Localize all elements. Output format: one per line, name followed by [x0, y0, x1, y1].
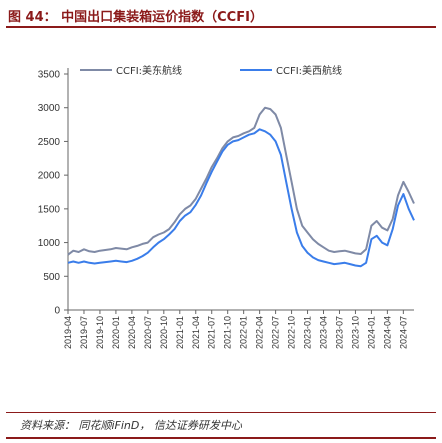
y-tick-label: 2000: [38, 171, 61, 182]
figure-source: 资料来源： 同花顺iFinD， 信达证券研发中心: [20, 419, 242, 432]
x-tick-label: 2022-07: [271, 316, 281, 349]
x-tick-label: 2021-01: [175, 316, 185, 349]
x-tick-label: 2023-10: [350, 316, 360, 349]
figure-footer: 资料来源： 同花顺iFinD， 信达证券研发中心: [6, 412, 436, 439]
x-tick-label: 2024-07: [398, 316, 408, 349]
x-tick-label: 2019-04: [63, 316, 73, 349]
series-line-us-east: [67, 106, 415, 256]
x-tick-label: 2022-04: [255, 316, 265, 349]
x-tick-label: 2019-10: [95, 316, 105, 349]
x-tick-label: 2021-07: [207, 316, 217, 349]
x-tick-label: 2020-01: [111, 316, 121, 349]
x-tick-label: 2023-01: [303, 316, 313, 349]
y-tick-label: 1000: [38, 238, 61, 249]
x-tick-label: 2019-07: [79, 316, 89, 349]
series-layer: [67, 106, 415, 268]
y-axis: 0 500 1000 1500 2000 2500 3000 3500: [38, 68, 69, 317]
chart-legend: CCFI:美东航线 CCFI:美西航线: [80, 64, 342, 77]
y-tick-label: 0: [54, 306, 60, 317]
series-line-us-west: [67, 128, 415, 268]
x-tick-label: 2022-10: [287, 316, 297, 349]
x-tick-label: 2023-07: [334, 316, 344, 349]
y-tick-label: 500: [43, 272, 60, 283]
y-tick-label: 1500: [38, 204, 61, 215]
x-tick-label: 2020-07: [143, 316, 153, 349]
y-tick-label: 3000: [38, 103, 61, 114]
x-tick-label: 2023-04: [319, 316, 329, 349]
x-tick-label: 2024-04: [382, 316, 392, 349]
figure-header: 图 44： 中国出口集装箱运价指数（CCFI）: [6, 4, 436, 28]
x-axis: 2019-04 2019-07 2019-10 2020-01 2020-04 2020-…: [63, 309, 414, 349]
legend-label-us-west: CCFI:美西航线: [276, 64, 342, 77]
x-tick-label: 2020-04: [127, 316, 137, 349]
y-tick-label: 3500: [38, 70, 61, 81]
y-tick-label: 2500: [38, 137, 61, 148]
ccfi-line-chart: CCFI:美东航线 CCFI:美西航线 0 500 1000 1500 2000 2500 3…: [38, 64, 415, 349]
x-tick-label: 2020-10: [159, 316, 169, 349]
x-tick-label: 2021-04: [191, 316, 201, 349]
x-tick-label: 2024-01: [366, 316, 376, 349]
legend-label-us-east: CCFI:美东航线: [116, 64, 182, 77]
figure-title: 图 44： 中国出口集装箱运价指数（CCFI）: [8, 10, 263, 25]
x-tick-label: 2021-10: [223, 316, 233, 349]
x-tick-label: 2022-01: [239, 316, 249, 349]
